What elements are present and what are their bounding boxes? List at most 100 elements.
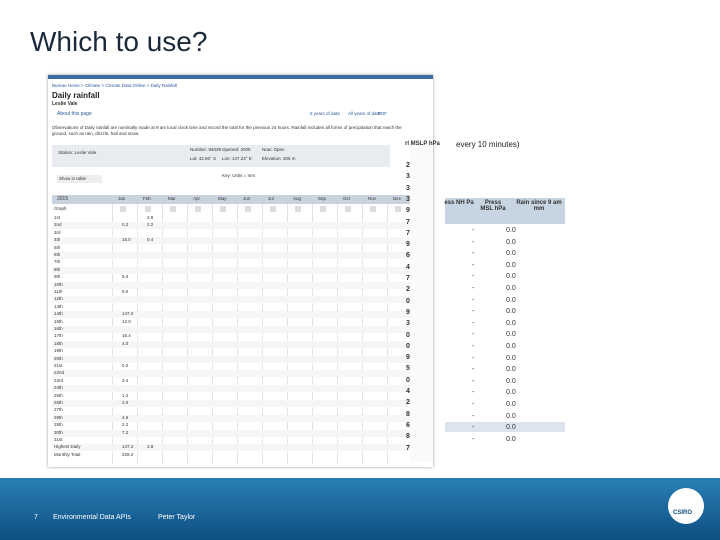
day-label: 31st	[54, 437, 63, 442]
side-header: rl MSLP hPa	[405, 141, 440, 147]
day-label: 25th	[54, 392, 63, 398]
cell: 0.0	[506, 354, 516, 362]
graph-icon	[220, 206, 226, 212]
station-info: Elevation: 305 m	[262, 156, 296, 161]
side-cell: 6	[406, 421, 410, 429]
tab-link: PDF	[378, 111, 387, 116]
cell: 2.0	[122, 400, 129, 405]
cell: 5.4	[122, 274, 129, 280]
cell: -	[472, 435, 475, 443]
tab-link: 5 years of data	[310, 111, 340, 116]
day-label: 21st	[54, 363, 63, 368]
row-stripe	[52, 385, 410, 393]
side-cell: 7	[406, 229, 410, 237]
row-stripe	[52, 340, 410, 348]
station-info: Lat: 42.96° S	[190, 156, 217, 161]
day-label: Highest Daily	[54, 444, 81, 450]
row-stripe	[52, 326, 410, 333]
cell: -	[472, 331, 475, 339]
row-stripe	[52, 222, 410, 230]
row-stripe	[52, 296, 410, 304]
graph-icon	[120, 206, 126, 212]
cell: 0.0	[506, 285, 516, 292]
cell: 1.2	[122, 392, 129, 398]
footer-talk: Environmental Data APIs	[53, 514, 131, 521]
month-header: Sep	[318, 196, 327, 201]
footer-page: 7	[34, 514, 38, 521]
cell: -	[472, 308, 475, 316]
day-label: 27th	[54, 407, 63, 413]
graph-icon	[270, 206, 276, 212]
row-stripe	[52, 311, 410, 319]
row-highlight	[445, 422, 565, 433]
cell: 2.8	[147, 444, 154, 450]
column-line	[362, 204, 363, 464]
cell: -	[472, 319, 475, 327]
slide-title: Which to use?	[30, 26, 208, 57]
cell: -	[472, 377, 475, 385]
heading: Daily rainfall	[52, 91, 100, 100]
day-label: 16th	[54, 326, 63, 331]
column-line	[162, 204, 163, 464]
row-stripe	[52, 444, 410, 452]
cell: 0.0	[506, 389, 516, 397]
cell: 147.2	[122, 311, 134, 317]
cell: 9.0	[122, 289, 129, 294]
month-header: Jul	[268, 196, 274, 201]
side-cell: 3	[406, 195, 410, 203]
cell: 0.0	[506, 343, 516, 350]
month-header: Aug	[293, 196, 302, 201]
day-label: 6th	[54, 252, 61, 257]
day-label: 14th	[54, 311, 63, 317]
column-line	[312, 204, 313, 464]
column-line	[237, 204, 238, 464]
column-line	[212, 204, 213, 464]
day-label: 11th	[54, 289, 63, 294]
station-info: Now: Open	[262, 147, 285, 152]
side-cell: 4	[406, 263, 410, 271]
cell: 0.0	[506, 273, 516, 281]
station-info: Number: 94039	[190, 147, 222, 152]
graph-icon	[295, 206, 301, 212]
cell: 0.0	[506, 377, 516, 385]
month-header: Nov	[368, 196, 377, 201]
side-cell: 7	[406, 444, 410, 452]
row-stripe	[52, 429, 410, 437]
cell: 0.0	[506, 261, 516, 269]
side-cell: 2	[406, 399, 410, 407]
cell: 0.0	[506, 238, 516, 246]
side-cell: 7	[406, 275, 410, 282]
year: 2015	[57, 196, 69, 202]
station-info: Lon: 147.24° E	[222, 156, 252, 161]
cell: -	[472, 238, 475, 246]
graph-icon	[370, 206, 376, 212]
note: every 10 minutes)	[456, 140, 520, 149]
tab-link: All years of data	[348, 111, 381, 116]
day-label: 4th	[54, 237, 61, 243]
month-header: Feb	[143, 196, 151, 201]
column-line	[187, 204, 188, 464]
station-info: Station: Leslie Vale	[58, 150, 97, 155]
show-select-label: Show in table	[59, 176, 87, 181]
side-cell: 0	[406, 331, 410, 339]
side-cell: 8	[406, 433, 410, 441]
day-label: 30th	[54, 429, 63, 435]
day-label: 20th	[54, 355, 63, 361]
cell: -	[472, 343, 475, 350]
month-header: Apr	[193, 196, 201, 201]
day-label: 19th	[54, 348, 63, 354]
column-line	[287, 204, 288, 464]
cell: 0.2	[122, 222, 129, 228]
cell: 0.0	[506, 412, 516, 420]
cell: 0.0	[506, 308, 516, 316]
day-label: 12th	[54, 296, 63, 302]
station-box	[52, 145, 390, 167]
cell: -	[472, 285, 475, 292]
side-column	[410, 142, 433, 462]
day-label: 18th	[54, 340, 63, 346]
side-cell: 9	[406, 308, 410, 316]
side-cell: 3	[406, 320, 410, 328]
day-label: 29th	[54, 422, 63, 428]
side-cell: 0	[406, 297, 410, 305]
